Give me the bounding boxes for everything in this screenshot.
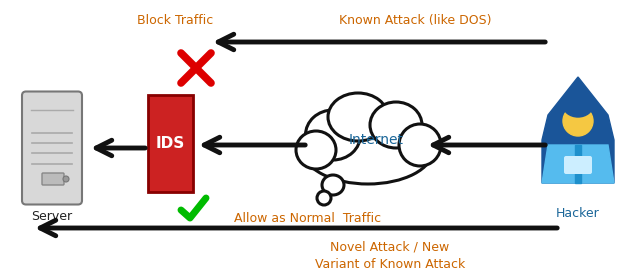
Circle shape [63, 176, 69, 182]
Ellipse shape [563, 106, 593, 136]
Ellipse shape [563, 93, 593, 117]
Ellipse shape [370, 102, 422, 148]
Ellipse shape [305, 110, 360, 160]
Polygon shape [542, 145, 614, 183]
Bar [148, 95, 193, 192]
FancyBboxPatch shape [42, 173, 64, 185]
Text: Block Traffic: Block Traffic [137, 14, 213, 27]
Ellipse shape [399, 124, 441, 166]
Text: Hacker: Hacker [556, 207, 600, 220]
Ellipse shape [328, 93, 388, 141]
Text: Known Attack (like DOS): Known Attack (like DOS) [339, 14, 492, 27]
Text: Internet: Internet [349, 133, 403, 147]
Ellipse shape [296, 131, 336, 169]
FancyBboxPatch shape [564, 156, 592, 174]
Bar [575, 145, 581, 183]
FancyBboxPatch shape [22, 92, 82, 204]
Text: IDS: IDS [156, 136, 185, 151]
Text: Allow as Normal  Traffic: Allow as Normal Traffic [234, 212, 381, 225]
Ellipse shape [317, 191, 331, 205]
Ellipse shape [303, 116, 433, 184]
Text: Server: Server [31, 210, 72, 223]
Text: Novel Attack / New
Variant of Known Attack: Novel Attack / New Variant of Known Atta… [315, 240, 465, 271]
Ellipse shape [322, 175, 344, 195]
Polygon shape [542, 77, 614, 183]
